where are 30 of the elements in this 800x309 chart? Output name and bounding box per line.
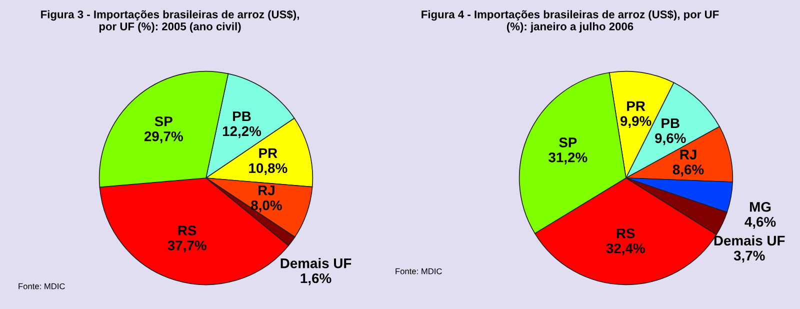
slice-label: RS [178, 226, 196, 236]
source-note: Fonte: MDIC [18, 283, 65, 290]
data-label: 8,6% [672, 164, 704, 176]
slice-label: PB [662, 118, 680, 128]
data-label: 10,8% [249, 163, 288, 176]
slice-label: RS [616, 228, 635, 238]
data-label: 12,2% [222, 126, 262, 138]
slice-label: PB [233, 111, 251, 122]
data-label: 4,6% [744, 216, 776, 229]
slice-label: SP [559, 138, 577, 148]
data-label: 37,7% [168, 240, 206, 252]
slice-label: MG [750, 202, 771, 212]
slice-label: Demais UF [714, 235, 785, 246]
data-label: 29,7% [144, 131, 183, 144]
slice-label: PR [259, 148, 278, 158]
slice-label: Demais UF [280, 258, 352, 268]
data-label: 3,7% [734, 250, 765, 263]
data-label: 1,6% [300, 273, 332, 286]
source-note: Fonte: MDIC [396, 268, 442, 274]
slice-label: PR [627, 101, 646, 111]
chart-title: Figura 4 - Importações brasileiras de arroz (US$), por UF (%): janeiro a julho 2006 [422, 10, 719, 33]
slice-label: SP [154, 116, 172, 126]
data-label: 9,6% [655, 133, 686, 146]
data-label: 8,0% [251, 200, 282, 212]
data-label: 32,4% [606, 243, 645, 256]
data-label: 31,2% [548, 152, 588, 164]
slice-label: RJ [680, 150, 696, 160]
chart-title: Figura 3 - Importações brasileiras de arroz (US$), por UF (%): 2005 (ano civil) [41, 10, 299, 33]
slice-label: RJ [258, 186, 274, 196]
data-label: 9,9% [620, 116, 652, 128]
